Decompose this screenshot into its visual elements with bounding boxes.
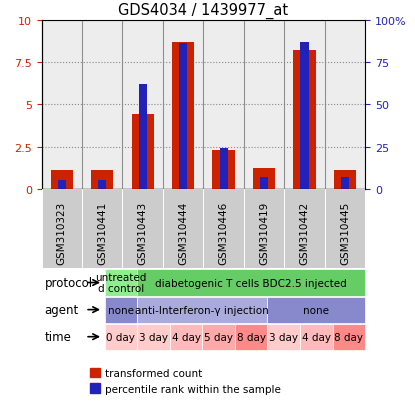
Bar	[163, 21, 203, 189]
Bar	[82, 21, 122, 189]
Text: GSM310419: GSM310419	[259, 201, 269, 264]
Text: GSM310444: GSM310444	[178, 201, 188, 264]
FancyBboxPatch shape	[82, 189, 122, 268]
Bar	[293, 51, 316, 189]
Text: 3 day: 3 day	[269, 332, 298, 342]
FancyBboxPatch shape	[268, 297, 365, 323]
Text: GSM310323: GSM310323	[57, 201, 67, 264]
Text: time: time	[45, 330, 72, 343]
FancyBboxPatch shape	[284, 189, 325, 268]
Bar	[284, 21, 325, 189]
Text: 8 day: 8 day	[334, 332, 364, 342]
Text: GSM310442: GSM310442	[300, 201, 310, 264]
Text: GSM310445: GSM310445	[340, 201, 350, 264]
Text: diabetogenic T cells BDC2.5 injected: diabetogenic T cells BDC2.5 injected	[155, 278, 347, 288]
Text: 4 day: 4 day	[302, 332, 331, 342]
Bar	[244, 21, 284, 189]
FancyBboxPatch shape	[333, 324, 365, 350]
FancyBboxPatch shape	[105, 324, 137, 350]
Bar	[334, 171, 356, 189]
Text: GSM310441: GSM310441	[97, 201, 107, 264]
Bar	[172, 43, 194, 189]
FancyBboxPatch shape	[170, 324, 203, 350]
Legend: transformed count, percentile rank within the sample: transformed count, percentile rank withi…	[85, 364, 286, 398]
FancyBboxPatch shape	[105, 270, 137, 296]
FancyBboxPatch shape	[235, 324, 268, 350]
Text: none: none	[303, 305, 330, 315]
Bar	[139, 85, 147, 189]
Text: protocol: protocol	[45, 276, 93, 290]
FancyBboxPatch shape	[203, 189, 244, 268]
Bar	[300, 43, 309, 189]
FancyBboxPatch shape	[105, 297, 137, 323]
FancyBboxPatch shape	[137, 324, 170, 350]
Bar	[132, 115, 154, 189]
FancyBboxPatch shape	[163, 189, 203, 268]
FancyBboxPatch shape	[122, 189, 163, 268]
FancyBboxPatch shape	[300, 324, 333, 350]
Text: 8 day: 8 day	[237, 332, 266, 342]
Text: 5 day: 5 day	[204, 332, 233, 342]
Bar	[260, 178, 268, 189]
Title: GDS4034 / 1439977_at: GDS4034 / 1439977_at	[118, 3, 288, 19]
FancyBboxPatch shape	[325, 189, 365, 268]
Bar	[179, 44, 187, 189]
Bar	[253, 169, 275, 189]
Bar	[58, 181, 66, 189]
FancyBboxPatch shape	[42, 189, 82, 268]
Bar	[325, 21, 365, 189]
Text: untreated
d control: untreated d control	[95, 272, 146, 294]
Text: 3 day: 3 day	[139, 332, 168, 342]
Bar	[212, 150, 235, 189]
Bar	[98, 181, 106, 189]
FancyBboxPatch shape	[268, 324, 300, 350]
Text: 0 day: 0 day	[107, 332, 135, 342]
Bar	[203, 21, 244, 189]
FancyBboxPatch shape	[137, 270, 365, 296]
Text: GSM310443: GSM310443	[138, 201, 148, 264]
Text: 4 day: 4 day	[171, 332, 200, 342]
FancyBboxPatch shape	[244, 189, 284, 268]
Text: agent: agent	[45, 304, 79, 316]
Text: anti-Interferon-γ injection: anti-Interferon-γ injection	[135, 305, 269, 315]
Bar	[42, 21, 82, 189]
FancyBboxPatch shape	[137, 297, 268, 323]
Text: GSM310446: GSM310446	[219, 201, 229, 264]
FancyBboxPatch shape	[203, 324, 235, 350]
Bar	[51, 171, 73, 189]
Bar	[122, 21, 163, 189]
Bar	[220, 149, 227, 189]
Bar	[91, 171, 113, 189]
Text: none: none	[108, 305, 134, 315]
Bar	[341, 178, 349, 189]
